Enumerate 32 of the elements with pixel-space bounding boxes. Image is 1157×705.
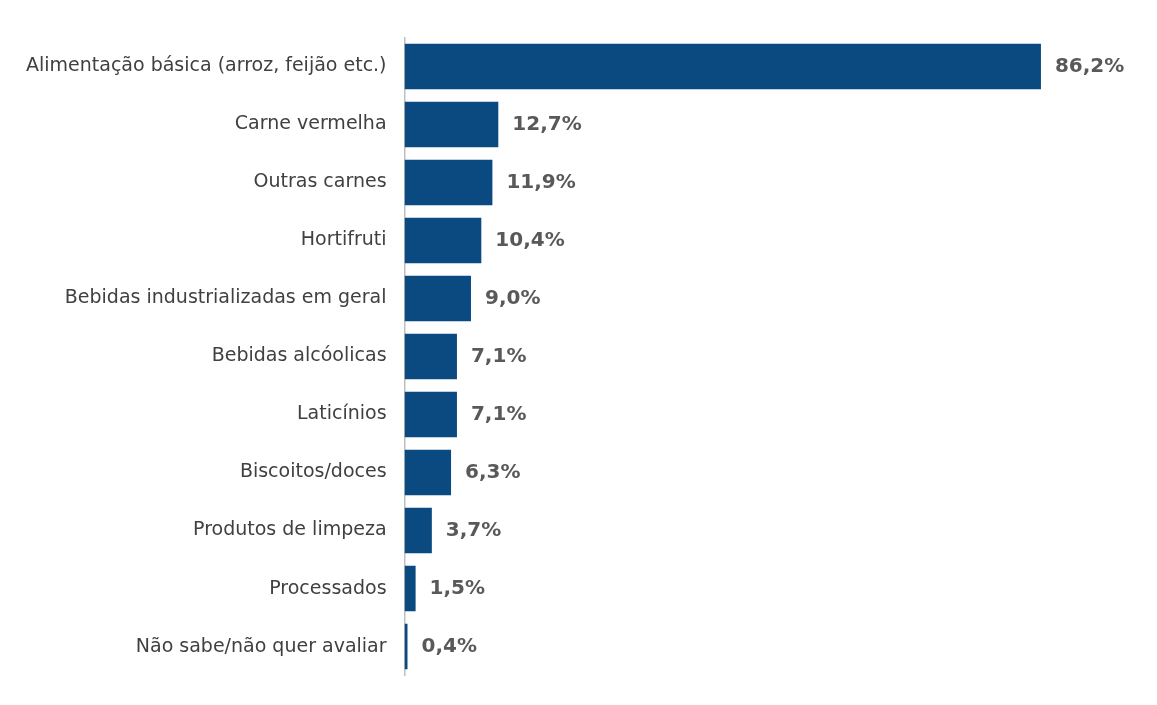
y-tick-label: Biscoitos/doces [239,459,387,482]
bar [404,43,1041,90]
y-tick-label: Processados [269,575,387,598]
y-tick-label: Bebidas alcóolicas [211,343,387,366]
y-tick-label: Alimentação básica (arroz, feijão etc.) [25,53,387,76]
data-label: 1,5% [429,574,486,599]
bar [404,565,416,612]
bar [404,391,457,438]
y-tick-label: Bebidas industrializadas em geral [64,285,387,308]
bar [404,217,482,264]
bar [404,101,499,148]
y-tick-label: Outras carnes [253,169,387,192]
y-tick-label: Produtos de limpeza [193,517,387,540]
data-label: 6,3% [465,458,521,483]
data-label: 10,4% [495,226,565,251]
y-tick-label: Laticínios [297,401,387,424]
bar [404,159,493,206]
data-label: 7,1% [470,342,527,367]
bar [404,449,452,496]
bar [404,275,471,322]
data-label: 9,0% [484,284,541,309]
data-label: 7,1% [470,400,527,425]
data-label: 12,7% [512,110,582,135]
data-label: 0,4% [421,632,477,657]
y-tick-label: Hortifruti [300,227,387,250]
y-tick-label: Não sabe/não quer avaliar [135,633,387,656]
bar [404,507,432,554]
data-label: 3,7% [445,516,502,541]
data-label: 86,2% [1054,52,1125,77]
y-tick-label: Carne vermelha [234,111,387,134]
bar [404,333,457,380]
data-label: 11,9% [506,168,576,193]
